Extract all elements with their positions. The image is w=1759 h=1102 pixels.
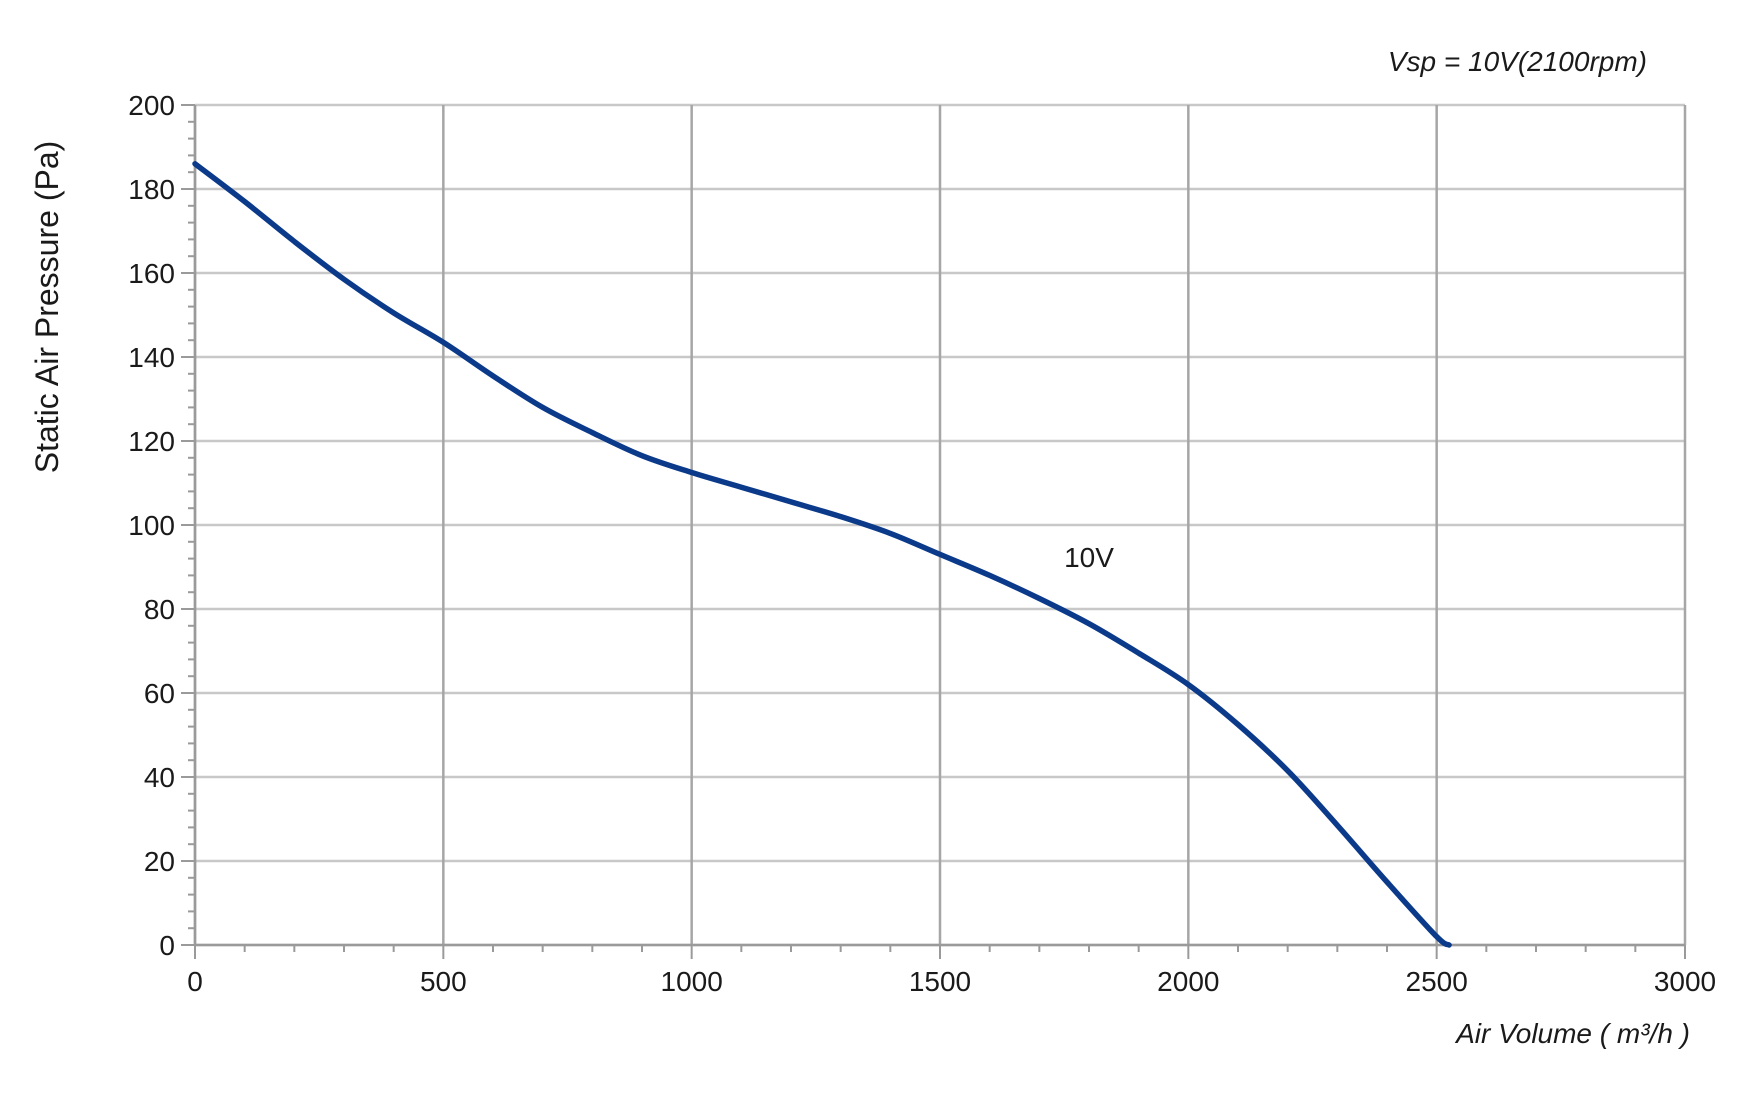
grid-layer (193, 103, 1687, 947)
series-line-10V (192, 161, 1452, 948)
x-tick-label: 2000 (1157, 966, 1219, 997)
axis-layer (181, 104, 1686, 959)
x-tick-label: 500 (420, 966, 467, 997)
y-tick-label: 80 (144, 594, 175, 625)
y-tick-label: 120 (128, 426, 175, 457)
y-axis-title: Static Air Pressure (Pa) (29, 141, 65, 474)
y-tick-label: 20 (144, 846, 175, 877)
x-tick-label: 2500 (1406, 966, 1468, 997)
y-tick-label: 200 (128, 90, 175, 121)
x-tick-label: 1000 (661, 966, 723, 997)
x-tick-label: 0 (187, 966, 203, 997)
chart-annotation: Vsp = 10V(2100rpm) (1388, 46, 1647, 77)
series-layer (192, 161, 1452, 948)
y-tick-label: 100 (128, 510, 175, 541)
y-tick-label: 160 (128, 258, 175, 289)
x-tick-label: 1500 (909, 966, 971, 997)
series-label: 10V (1064, 542, 1114, 573)
y-tick-label: 0 (159, 930, 175, 961)
x-tick-label: 3000 (1654, 966, 1716, 997)
y-tick-label: 180 (128, 174, 175, 205)
x-axis-title: Air Volume ( m³/h ) (1454, 1018, 1690, 1049)
y-tick-label: 40 (144, 762, 175, 793)
y-tick-label: 60 (144, 678, 175, 709)
y-tick-label: 140 (128, 342, 175, 373)
